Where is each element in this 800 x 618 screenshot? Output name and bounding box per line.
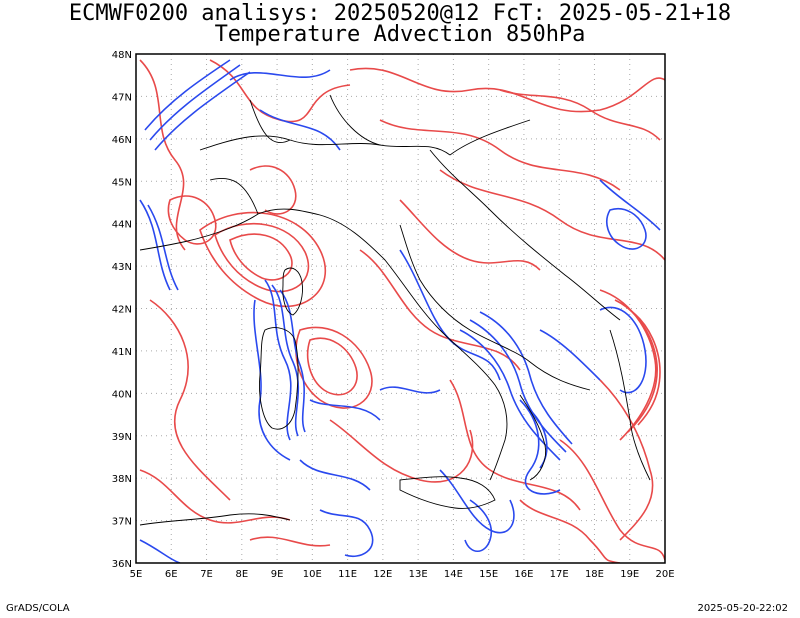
lon-tick-label: 11E (338, 569, 357, 580)
lon-tick-label: 7E (200, 569, 213, 580)
plot-frame (135, 53, 666, 564)
lon-tick-label: 16E (514, 569, 533, 580)
lon-tick-label: 15E (479, 569, 498, 580)
lat-tick-label: 40N (112, 389, 132, 400)
cold-advection-contours (139, 59, 661, 563)
lon-tick-label: 10E (303, 569, 322, 580)
lat-tick-label: 37N (112, 517, 132, 528)
gridlines (136, 54, 665, 563)
lon-tick-label: 9E (271, 569, 284, 580)
lon-tick-label: 17E (550, 569, 569, 580)
footer-timestamp: 2025-05-20-22:02 (697, 603, 788, 614)
lat-tick-label: 38N (112, 474, 132, 485)
coastlines-borders (139, 94, 651, 526)
lat-tick-label: 45N (112, 177, 132, 188)
map-subtitle: Temperature Advection 850hPa (214, 22, 586, 47)
latitude-labels: 36N 37N 38N 39N 40N 41N 42N 43N 44N 45N 46N 47N 48N (112, 50, 132, 570)
lon-tick-label: 19E (620, 569, 639, 580)
lat-tick-label: 44N (112, 220, 132, 231)
lat-tick-label: 39N (112, 432, 132, 443)
lat-tick-label: 48N (112, 50, 132, 61)
lat-tick-label: 43N (112, 262, 132, 273)
lon-tick-label: 12E (373, 569, 392, 580)
longitude-labels: 5E 6E 7E 8E 9E 10E 11E 12E 13E 14E 15E 16E 17E 18E 19E… (130, 569, 675, 580)
lat-tick-label: 47N (112, 92, 132, 103)
map-title: ECMWF0200 analisys: 20250520@12 FcT: 202… (68, 1, 732, 26)
lon-tick-label: 20E (655, 569, 674, 580)
lon-tick-label: 6E (165, 569, 178, 580)
lon-tick-label: 13E (409, 569, 428, 580)
lon-tick-label: 18E (585, 569, 604, 580)
lat-tick-label: 41N (112, 347, 132, 358)
lat-tick-label: 36N (112, 559, 132, 570)
lon-tick-label: 14E (444, 569, 463, 580)
lon-tick-label: 5E (130, 569, 143, 580)
lat-tick-label: 42N (112, 305, 132, 316)
footer-credit: GrADS/COLA (6, 603, 70, 614)
lat-tick-label: 46N (112, 135, 132, 146)
lon-tick-label: 8E (235, 569, 248, 580)
